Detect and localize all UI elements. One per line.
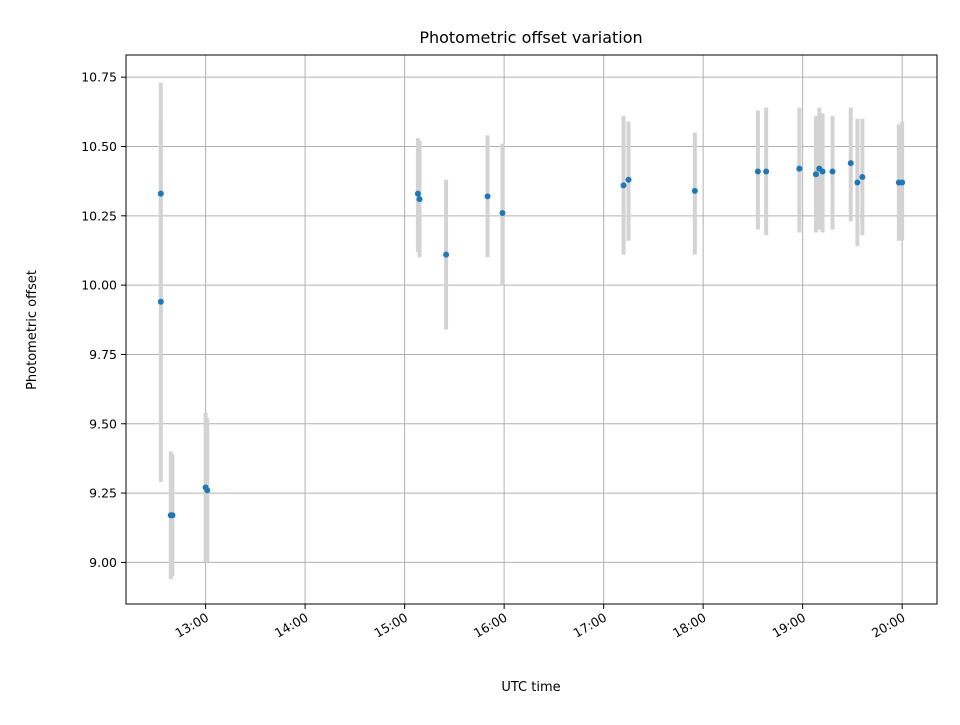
data-point bbox=[499, 210, 506, 217]
data-point bbox=[691, 187, 698, 194]
data-point bbox=[620, 182, 627, 189]
y-tick-label: 9.50 bbox=[89, 416, 117, 431]
gridlines bbox=[126, 55, 937, 604]
data-point bbox=[854, 179, 861, 186]
data-points bbox=[157, 160, 906, 519]
data-point bbox=[812, 171, 819, 178]
data-point bbox=[625, 176, 632, 183]
data-point bbox=[157, 190, 164, 197]
data-point bbox=[169, 512, 176, 519]
y-tick-label: 9.00 bbox=[89, 555, 117, 570]
data-point bbox=[484, 193, 491, 200]
data-point bbox=[157, 298, 164, 305]
data-point bbox=[819, 168, 826, 175]
y-tick-label: 9.25 bbox=[89, 486, 117, 501]
data-point bbox=[414, 190, 421, 197]
data-point bbox=[754, 168, 761, 175]
y-tick-label: 10.75 bbox=[81, 70, 117, 85]
y-tick-label: 10.00 bbox=[81, 278, 117, 293]
plot-area-frame bbox=[125, 54, 938, 605]
data-point bbox=[763, 168, 770, 175]
data-point bbox=[847, 160, 854, 167]
data-point bbox=[204, 487, 211, 494]
data-point bbox=[416, 196, 423, 203]
y-tick-label: 9.75 bbox=[89, 347, 117, 362]
data-point bbox=[796, 165, 803, 172]
data-point bbox=[829, 168, 836, 175]
y-tick-label: 10.50 bbox=[81, 139, 117, 154]
data-point bbox=[899, 179, 906, 186]
data-point bbox=[859, 174, 866, 180]
y-tick-label: 10.25 bbox=[81, 208, 117, 223]
x-axis-label: UTC time bbox=[501, 680, 560, 695]
y-axis-label: Photometric offset bbox=[25, 270, 40, 390]
chart-title: Photometric offset variation bbox=[419, 28, 642, 47]
y-axis-ticks: 9.00 9.25 9.50 9.75 10.00 10.25 10.50 10.75 bbox=[81, 70, 126, 570]
data-point bbox=[443, 251, 450, 258]
